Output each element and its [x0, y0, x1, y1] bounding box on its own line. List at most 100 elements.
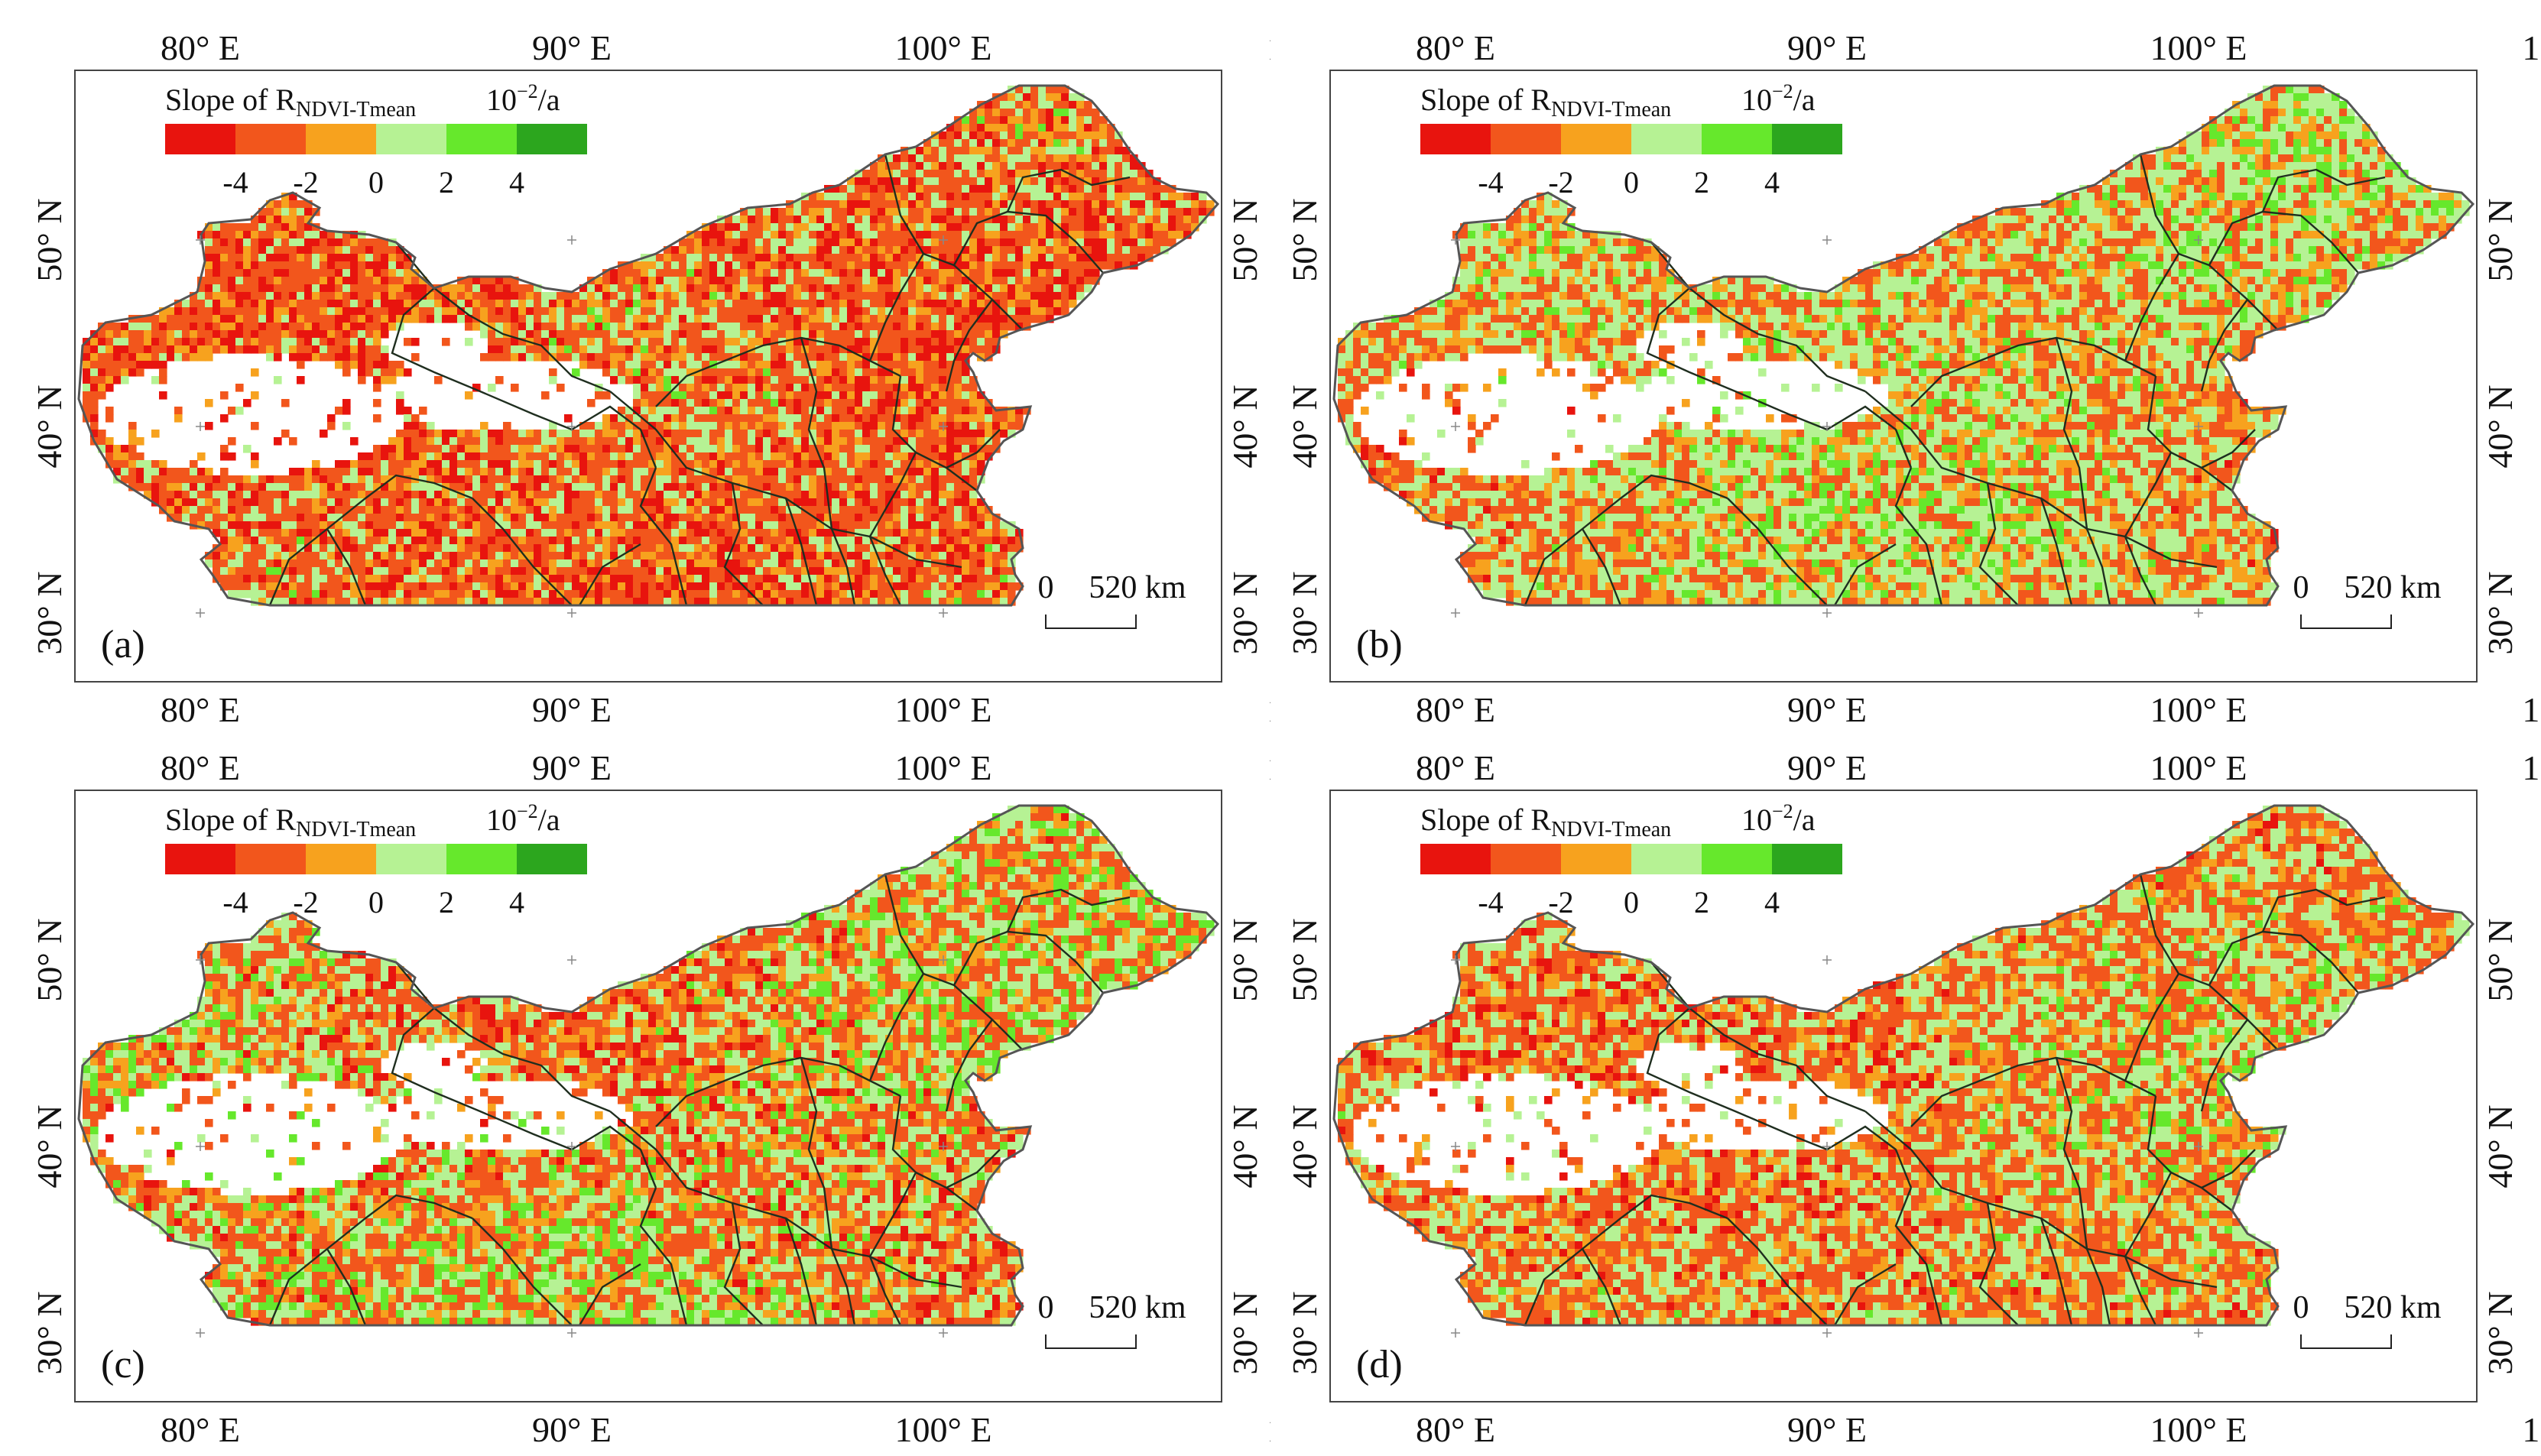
longitude-label-bottom: 110° E: [2522, 690, 2541, 728]
latitude-label-left: 50° N: [1285, 918, 1324, 1001]
legend-tick: -4: [222, 885, 248, 919]
region-outline: [1332, 84, 2475, 607]
legend-swatch: [165, 844, 235, 874]
longitude-label-top: 80° E: [161, 28, 240, 67]
longitude-label-bottom: 110° E: [2522, 1410, 2541, 1449]
legend-title: Slope of RNDVI-Tmean: [1420, 803, 1671, 841]
legend-title: Slope of RNDVI-Tmean: [165, 803, 416, 841]
legend-swatch: [306, 124, 376, 154]
longitude-label-bottom: 80° E: [1416, 1410, 1495, 1449]
scale-distance: 520 km: [1089, 570, 1186, 605]
legend-swatch: [306, 844, 376, 874]
legend-tick: 4: [1764, 885, 1780, 919]
color-legend: Slope of RNDVI-Tmean 10−2/a -4 -2 0 2 4: [165, 80, 587, 199]
legend-tick: 0: [1624, 165, 1639, 199]
legend-swatch: [235, 124, 306, 154]
panel-label: (b): [1356, 623, 1403, 666]
legend-swatch: [446, 844, 517, 874]
slope-raster: [83, 86, 1215, 606]
longitude-label-top: 100° E: [895, 28, 992, 67]
longitude-label-bottom: 100° E: [2150, 1410, 2247, 1449]
latitude-label-right: 30° N: [1225, 1291, 1264, 1374]
legend-swatch: [235, 844, 306, 874]
legend-tick: -2: [1548, 885, 1573, 919]
legend-swatch: [376, 844, 446, 874]
region-outline: [77, 804, 1220, 1327]
legend-swatch: [517, 844, 587, 874]
latitude-label-right: 50° N: [1225, 198, 1264, 281]
legend-tick: 0: [368, 165, 384, 199]
slope-raster: [1338, 86, 2470, 606]
region-outline: [77, 84, 1220, 607]
latitude-label-left: 50° N: [1285, 198, 1324, 281]
longitude-label-top: 100° E: [895, 748, 992, 787]
legend-swatch: [1702, 124, 1772, 154]
latitude-label-left: 40° N: [1285, 1104, 1324, 1188]
slope-raster: [1338, 806, 2470, 1326]
latitude-label-right: 30° N: [2481, 1291, 2520, 1374]
latitude-label-right: 30° N: [1225, 571, 1264, 654]
legend-unit: 10−2/a: [486, 800, 560, 837]
latitude-label-right: 50° N: [2481, 198, 2520, 281]
province-boundaries: [1524, 154, 2386, 606]
legend-title: Slope of RNDVI-Tmean: [165, 83, 416, 122]
legend-unit: 10−2/a: [1741, 80, 1816, 117]
scale-bar: 0 520 km: [1038, 570, 1186, 629]
legend-tick: -4: [1478, 165, 1503, 199]
scale-zero: 0: [1038, 1290, 1054, 1325]
longitude-label-top: 90° E: [532, 748, 612, 787]
longitude-label-bottom: 90° E: [532, 1410, 612, 1449]
latitude-label-left: 40° N: [30, 1104, 69, 1188]
latitude-label-left: 30° N: [30, 1291, 69, 1374]
legend-tick: 2: [439, 885, 454, 919]
legend-swatch: [446, 124, 517, 154]
longitude-label-top: 90° E: [532, 28, 612, 67]
legend-tick: -2: [1548, 165, 1573, 199]
longitude-label-top: 80° E: [1416, 748, 1495, 787]
longitude-label-bottom: 110° E: [1267, 690, 1270, 728]
legend-unit: 10−2/a: [1741, 800, 1816, 837]
longitude-label-bottom: 100° E: [895, 1410, 992, 1449]
legend-tick: 4: [509, 885, 524, 919]
province-boundaries: [1524, 874, 2386, 1326]
legend-tick: 2: [439, 165, 454, 199]
legend-tick: -2: [293, 165, 318, 199]
color-legend: Slope of RNDVI-Tmean 10−2/a -4 -2 0 2 4: [165, 800, 587, 919]
slope-raster: [83, 806, 1215, 1326]
scale-distance: 520 km: [1089, 1290, 1186, 1325]
longitude-label-top: 110° E: [2522, 28, 2541, 67]
scale-bar: 0 520 km: [2293, 570, 2442, 629]
legend-swatch: [1702, 844, 1772, 874]
scale-distance: 520 km: [2344, 1290, 2442, 1325]
scale-zero: 0: [1038, 570, 1054, 605]
latitude-label-right: 50° N: [1225, 918, 1264, 1001]
latitude-label-right: 40° N: [1225, 1104, 1264, 1188]
province-boundaries: [268, 154, 1131, 606]
longitude-label-bottom: 110° E: [1267, 1410, 1270, 1449]
longitude-label-bottom: 90° E: [1787, 690, 1867, 728]
panel-label: (c): [101, 1343, 145, 1386]
longitude-label-bottom: 100° E: [2150, 690, 2247, 728]
panel-label: (d): [1356, 1343, 1403, 1386]
legend-swatch: [376, 124, 446, 154]
longitude-label-bottom: 90° E: [532, 690, 612, 728]
latitude-label-right: 40° N: [2481, 384, 2520, 468]
legend-unit: 10−2/a: [486, 80, 560, 117]
legend-tick: 2: [1694, 165, 1709, 199]
legend-tick: -4: [1478, 885, 1503, 919]
scale-bar: 0 520 km: [2293, 1290, 2442, 1349]
longitude-label-bottom: 80° E: [1416, 690, 1495, 728]
legend-swatch: [1631, 844, 1702, 874]
longitude-label-bottom: 90° E: [1787, 1410, 1867, 1449]
latitude-label-right: 40° N: [1225, 384, 1264, 468]
region-outline: [1332, 804, 2475, 1327]
legend-tick: 4: [509, 165, 524, 199]
legend-tick: -2: [293, 885, 318, 919]
color-legend: Slope of RNDVI-Tmean 10−2/a -4 -2 0 2 4: [1420, 80, 1842, 199]
